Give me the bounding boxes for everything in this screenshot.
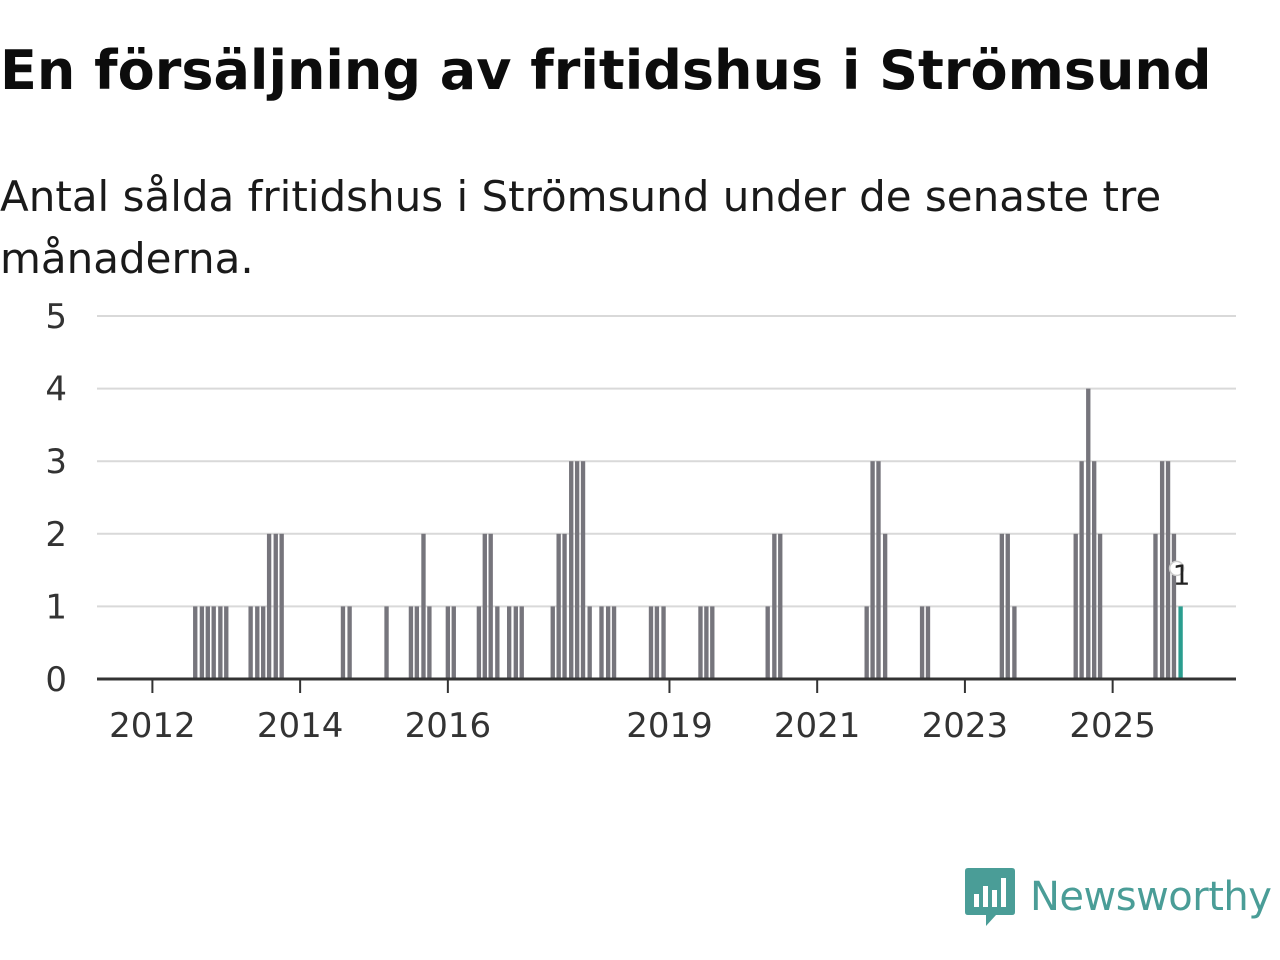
y-tick-label: 0 xyxy=(45,660,67,700)
y-tick-label: 2 xyxy=(45,515,67,555)
bar xyxy=(605,606,611,679)
gridlines xyxy=(97,315,1236,608)
bar xyxy=(698,606,703,679)
bar xyxy=(506,606,512,679)
bar xyxy=(587,606,592,679)
bar xyxy=(1153,533,1158,679)
bar xyxy=(279,533,284,679)
y-tick-label: 4 xyxy=(45,370,67,410)
bar xyxy=(999,533,1005,679)
bar xyxy=(340,606,346,679)
bar xyxy=(211,606,216,679)
bar xyxy=(519,606,524,679)
bar xyxy=(261,606,266,679)
bar xyxy=(421,533,426,679)
bar xyxy=(1171,533,1177,679)
x-tick-label: 2021 xyxy=(774,706,861,746)
bar xyxy=(218,606,223,679)
bar xyxy=(414,606,420,679)
x-axis-ticks: 2012 2014 2016 2019 2021 2023 2025 xyxy=(109,679,1156,746)
bar xyxy=(384,606,389,679)
bar xyxy=(1079,461,1084,679)
chart-subtitle: Antal sålda fritidshus i Strömsund under… xyxy=(0,172,1162,283)
bar xyxy=(648,606,654,679)
bar xyxy=(704,606,709,679)
bar xyxy=(224,606,229,679)
x-tick-label: 2012 xyxy=(109,706,196,746)
bar xyxy=(445,606,451,679)
y-tick-label: 1 xyxy=(45,587,67,627)
bar xyxy=(1073,533,1078,679)
bar xyxy=(864,606,869,679)
bar xyxy=(193,606,198,679)
bar xyxy=(882,533,888,679)
bar xyxy=(611,606,617,679)
bar xyxy=(488,533,493,679)
x-tick-label: 2016 xyxy=(405,706,492,746)
bar xyxy=(562,533,567,679)
bar xyxy=(580,461,586,679)
bar xyxy=(778,533,783,679)
bar xyxy=(205,606,210,679)
bar xyxy=(347,606,352,679)
newsworthy-logo-icon xyxy=(965,868,1015,926)
bar xyxy=(765,606,770,679)
bar xyxy=(427,606,432,679)
bar xyxy=(1005,533,1010,679)
bar xyxy=(919,606,925,679)
bar xyxy=(1097,533,1103,679)
bar xyxy=(654,606,660,679)
bar xyxy=(266,533,272,679)
x-tick-label: 2014 xyxy=(257,706,344,746)
bar xyxy=(476,606,482,679)
bar xyxy=(482,533,487,679)
last-value-label: 1 xyxy=(1173,558,1191,591)
y-axis-ticks: 0 1 2 3 4 5 xyxy=(45,297,67,700)
bar xyxy=(772,533,777,679)
bar xyxy=(255,606,260,679)
bar xyxy=(556,533,561,679)
bar xyxy=(495,606,500,679)
bar xyxy=(550,606,555,679)
bar-chart: 0 1 2 3 4 5 2012 2014 2016 2019 2021 2023 2025 1 xyxy=(45,297,1236,746)
bar xyxy=(248,606,253,679)
x-tick-label: 2019 xyxy=(626,706,713,746)
chart-title: En försäljning av fritidshus i Strömsund xyxy=(0,39,1212,102)
bar xyxy=(661,606,666,679)
brand-name: Newsworthy xyxy=(1030,874,1272,920)
bar xyxy=(1165,461,1171,679)
bar xyxy=(710,606,715,679)
bar xyxy=(273,533,278,679)
bar xyxy=(876,461,881,679)
y-tick-label: 5 xyxy=(45,297,67,337)
bar xyxy=(569,461,574,679)
x-tick-label: 2023 xyxy=(922,706,1009,746)
bar xyxy=(513,606,518,679)
last-value-marker xyxy=(1168,560,1185,577)
bar xyxy=(1159,461,1165,679)
bar xyxy=(199,606,205,679)
bars xyxy=(193,388,1183,679)
bar xyxy=(1092,461,1097,679)
bar xyxy=(451,606,456,679)
bar xyxy=(1086,388,1091,679)
bar-highlight xyxy=(1178,606,1183,679)
bar xyxy=(1012,606,1017,679)
bar xyxy=(925,606,931,679)
x-tick-label: 2025 xyxy=(1069,706,1156,746)
bar xyxy=(574,461,580,679)
bar xyxy=(408,606,414,679)
bar xyxy=(599,606,604,679)
newsworthy-logo: Newsworthy xyxy=(964,866,1272,928)
bar xyxy=(870,461,875,679)
y-tick-label: 3 xyxy=(45,442,67,482)
last-value-annotation: 1 xyxy=(1168,558,1191,591)
